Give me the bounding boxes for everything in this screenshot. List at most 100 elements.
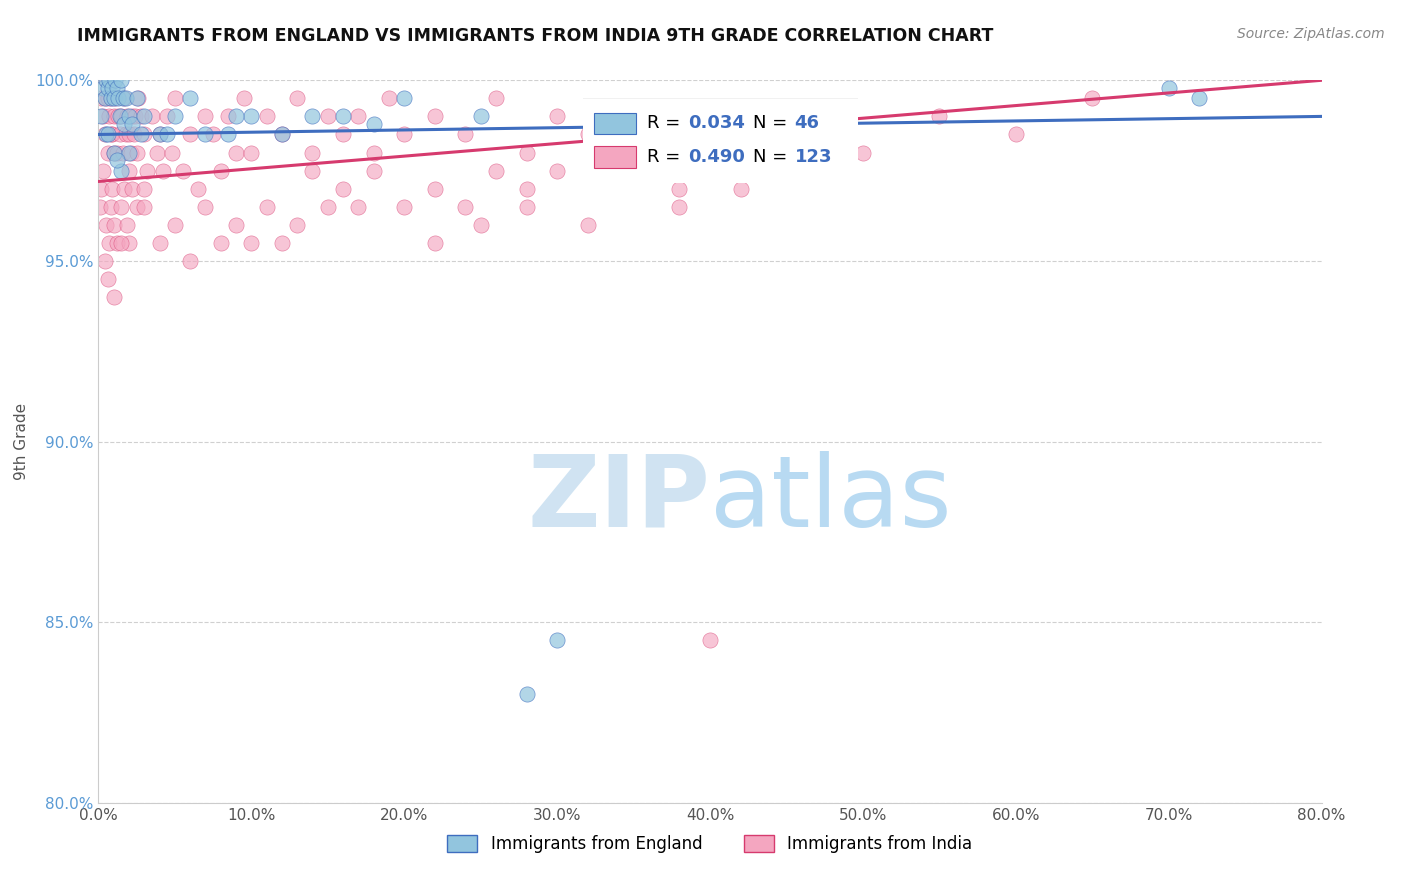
Point	[103, 145, 125, 160]
Point	[156, 128, 179, 142]
Point	[125, 200, 148, 214]
FancyBboxPatch shape	[581, 97, 860, 184]
Point	[105, 153, 128, 167]
Point	[97, 91, 120, 105]
Point	[117, 109, 139, 123]
Text: Source: ZipAtlas.com: Source: ZipAtlas.com	[1237, 27, 1385, 41]
Point	[163, 109, 186, 123]
Point	[91, 109, 114, 123]
Point	[423, 181, 446, 195]
Point	[110, 109, 132, 123]
Text: R =: R =	[647, 147, 679, 166]
Point	[101, 181, 124, 195]
Point	[93, 128, 115, 142]
Point	[270, 128, 294, 142]
Point	[1004, 128, 1026, 142]
Point	[100, 91, 122, 105]
Point	[110, 73, 132, 87]
Point	[332, 128, 354, 142]
Point	[1081, 91, 1104, 105]
Text: N =: N =	[754, 147, 787, 166]
Point	[152, 163, 174, 178]
Point	[121, 117, 143, 131]
Point	[105, 145, 128, 160]
Point	[232, 91, 254, 105]
Point	[363, 145, 385, 160]
Point	[202, 128, 225, 142]
Point	[149, 128, 172, 142]
Point	[111, 145, 134, 160]
Point	[118, 109, 141, 123]
Point	[637, 109, 661, 123]
Point	[129, 128, 152, 142]
Point	[163, 91, 186, 105]
Point	[316, 109, 339, 123]
Point	[107, 109, 129, 123]
Point	[90, 181, 112, 195]
Text: R =: R =	[647, 113, 679, 132]
Point	[852, 145, 875, 160]
Point	[100, 91, 122, 105]
Point	[516, 200, 538, 214]
Point	[125, 145, 148, 160]
Bar	[595, 112, 636, 134]
Point	[217, 128, 239, 142]
Point	[112, 91, 135, 105]
Point	[668, 200, 690, 214]
Legend: Immigrants from England, Immigrants from India: Immigrants from England, Immigrants from…	[441, 828, 979, 860]
Point	[301, 109, 323, 123]
Point	[179, 91, 201, 105]
Point	[516, 687, 538, 701]
Point	[149, 235, 172, 250]
Point	[516, 181, 538, 195]
Point	[115, 128, 138, 142]
Point	[363, 117, 385, 131]
Point	[179, 254, 201, 268]
Point	[136, 163, 159, 178]
Text: 46: 46	[794, 113, 820, 132]
Point	[576, 218, 599, 232]
Point	[127, 91, 149, 105]
Point	[240, 235, 263, 250]
Point	[392, 128, 416, 142]
Point	[103, 290, 125, 304]
Point	[93, 91, 115, 105]
Text: 0.034: 0.034	[688, 113, 745, 132]
Point	[668, 181, 690, 195]
Point	[209, 163, 232, 178]
Point	[108, 109, 131, 123]
Point	[121, 109, 143, 123]
Point	[104, 73, 127, 87]
Point	[98, 109, 121, 123]
Text: 123: 123	[794, 147, 832, 166]
Point	[928, 109, 950, 123]
Point	[423, 235, 446, 250]
Point	[546, 633, 568, 648]
Point	[103, 109, 125, 123]
Point	[546, 163, 568, 178]
Point	[93, 254, 115, 268]
Point	[103, 145, 125, 160]
Point	[141, 109, 163, 123]
Point	[118, 145, 141, 160]
Point	[392, 200, 416, 214]
Y-axis label: 9th Grade: 9th Grade	[14, 403, 28, 480]
Point	[607, 163, 630, 178]
Point	[1188, 91, 1211, 105]
Point	[105, 235, 128, 250]
Point	[1157, 80, 1180, 95]
Point	[392, 91, 416, 105]
Point	[129, 109, 152, 123]
Point	[163, 218, 186, 232]
Point	[101, 128, 124, 142]
Point	[332, 181, 354, 195]
Text: IMMIGRANTS FROM ENGLAND VS IMMIGRANTS FROM INDIA 9TH GRADE CORRELATION CHART: IMMIGRANTS FROM ENGLAND VS IMMIGRANTS FR…	[77, 27, 994, 45]
Point	[115, 91, 138, 105]
Point	[94, 73, 117, 87]
Point	[576, 128, 599, 142]
Point	[94, 73, 117, 87]
Point	[118, 128, 141, 142]
Point	[107, 91, 129, 105]
Point	[285, 218, 308, 232]
Point	[120, 145, 142, 160]
